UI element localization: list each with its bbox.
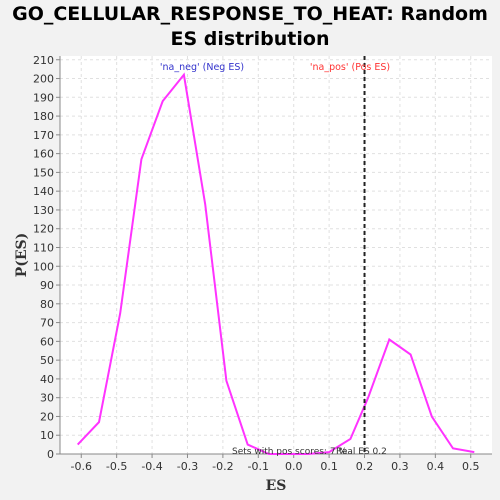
x-tick-label: 0.0 — [285, 460, 303, 473]
y-tick-label: 10 — [40, 429, 54, 442]
y-tick-label: 100 — [33, 260, 54, 273]
y-tick-label: 80 — [40, 298, 54, 311]
y-tick-label: 70 — [40, 317, 54, 330]
x-tick-label: 0.4 — [427, 460, 445, 473]
sets-with-pos-scores-label: Sets with pos scores: 7 % — [232, 447, 347, 457]
y-tick-label: 40 — [40, 373, 54, 386]
y-tick-label: 120 — [33, 223, 54, 236]
y-tick-label: 140 — [33, 185, 54, 198]
x-tick-label: 0.5 — [462, 460, 480, 473]
x-tick-label: -0.3 — [177, 460, 198, 473]
y-tick-label: 150 — [33, 166, 54, 179]
y-tick-label: 60 — [40, 335, 54, 348]
legend-neg-es: 'na_neg' (Neg ES) — [160, 62, 244, 73]
y-tick-label: 90 — [40, 279, 54, 292]
y-tick-label: 190 — [33, 91, 54, 104]
x-tick-label: -0.2 — [212, 460, 233, 473]
x-tick-label: 0.3 — [391, 460, 409, 473]
x-tick-label: -0.1 — [248, 460, 269, 473]
y-tick-label: 130 — [33, 204, 54, 217]
x-axis-label: ES — [266, 478, 287, 494]
y-tick-label: 50 — [40, 354, 54, 367]
y-tick-label: 0 — [47, 448, 54, 461]
y-tick-label: 170 — [33, 129, 54, 142]
y-tick-label: 110 — [33, 241, 54, 254]
x-tick-label: 0.2 — [356, 460, 374, 473]
y-tick-label: 160 — [33, 148, 54, 161]
y-tick-label: 200 — [33, 73, 54, 86]
x-tick-label: -0.6 — [71, 460, 92, 473]
real-es-label: Real ES 0.2 — [336, 447, 387, 457]
x-tick-label: -0.5 — [106, 460, 127, 473]
legend-pos-es: 'na_pos' (Pos ES) — [310, 62, 390, 73]
x-tick-label: -0.4 — [141, 460, 162, 473]
x-tick-label: 0.1 — [320, 460, 338, 473]
y-tick-label: 20 — [40, 410, 54, 423]
y-axis-label: P(ES) — [14, 233, 30, 278]
y-tick-label: 30 — [40, 392, 54, 405]
y-tick-label: 180 — [33, 110, 54, 123]
y-tick-label: 210 — [33, 54, 54, 67]
